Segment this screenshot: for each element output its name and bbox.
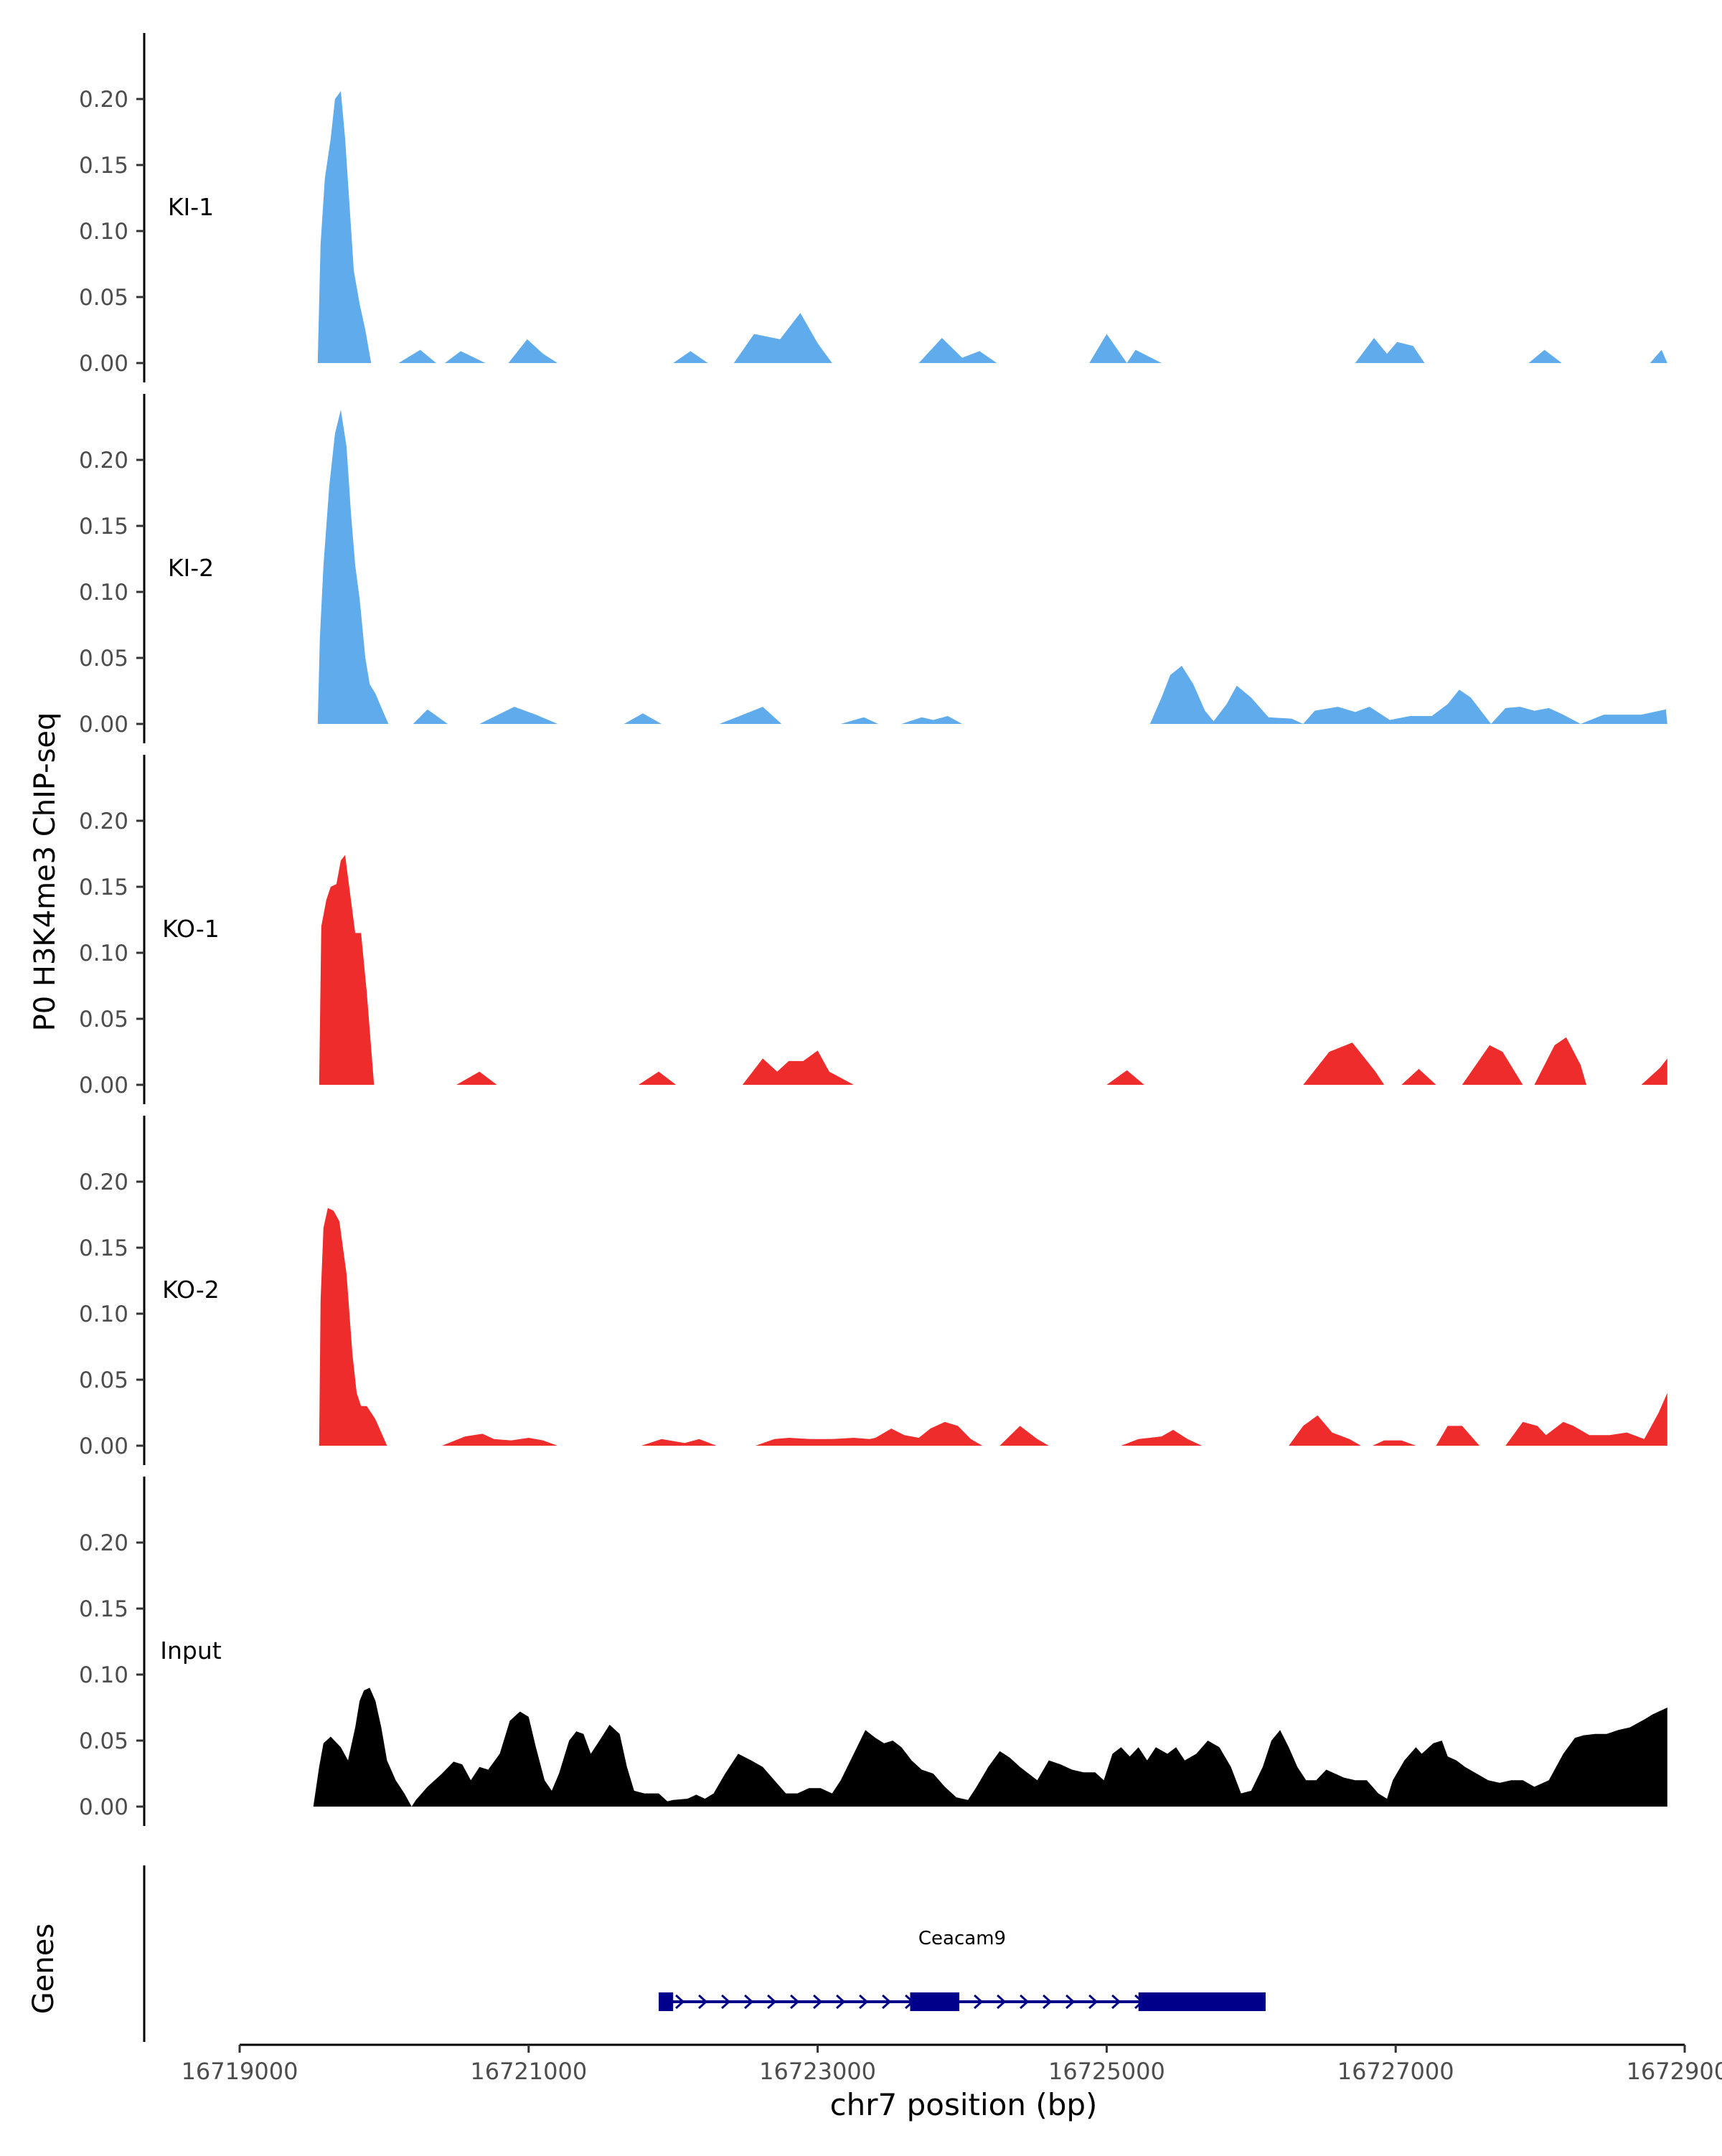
signal-area: [317, 410, 1667, 724]
y-tick-label: 0.15: [79, 1235, 128, 1261]
track-input: 0.00 0.05 0.10 0.15 0.20 Input: [79, 1477, 1667, 1826]
strand-arrow: [859, 1994, 869, 2010]
gene-exon: [1138, 1992, 1266, 2011]
strand-arrow: [974, 1994, 984, 2010]
strand-arrow: [836, 1994, 846, 2010]
y-axis-title: P0 H3K4me3 ChIP-seq: [29, 712, 62, 1032]
signal-area: [319, 855, 1667, 1085]
strand-arrow: [997, 1994, 1007, 2010]
y-tick-label: 0.00: [79, 351, 128, 377]
strand-arrow: [744, 1994, 754, 2010]
strand-arrow: [882, 1994, 892, 2010]
strand-arrow: [1065, 1994, 1076, 2010]
y-tick-label: 0.15: [79, 514, 128, 540]
strand-arrow: [675, 1994, 685, 2010]
track-label: KO-1: [162, 915, 220, 943]
signal-area: [319, 1208, 1667, 1446]
track-ki-1: 0.00 0.05 0.10 0.15 0.20 KI-1: [79, 33, 1667, 382]
track-ko-1: 0.00 0.05 0.10 0.15 0.20 KO-1: [79, 755, 1667, 1104]
track-ki-2: 0.00 0.05 0.10 0.15 0.20 KI-2: [79, 394, 1667, 743]
y-tick-label: 0.05: [79, 285, 128, 311]
track-label: KI-2: [168, 554, 214, 582]
signal-area: [313, 1687, 1667, 1807]
strand-arrow: [813, 1994, 823, 2010]
strand-arrow: [1088, 1994, 1098, 2010]
signal-area: [317, 91, 1667, 363]
y-tick-label: 0.00: [79, 1434, 128, 1459]
track-label: Input: [160, 1637, 222, 1665]
y-tick-label: 0.20: [79, 1169, 128, 1195]
gene-track: Ceacam9: [143, 1865, 1266, 2042]
y-tick-label: 0.10: [79, 941, 128, 966]
y-tick-label: 0.05: [79, 1007, 128, 1032]
y-tick-label: 0.15: [79, 153, 128, 179]
track-ko-2: 0.00 0.05 0.10 0.15 0.20 KO-2: [79, 1116, 1667, 1465]
x-tick-label: 16723000: [759, 2058, 876, 2085]
y-tick-label: 0.05: [79, 646, 128, 672]
y-tick-label: 0.00: [79, 1794, 128, 1820]
y-tick-label: 0.00: [79, 1073, 128, 1098]
strand-arrow: [767, 1994, 777, 2010]
y-tick-label: 0.20: [79, 448, 128, 474]
strand-arrow: [1111, 1994, 1121, 2010]
y-tick-label: 0.10: [79, 1662, 128, 1688]
track-label: KI-1: [168, 193, 214, 221]
y-tick-label: 0.10: [79, 580, 128, 606]
y-tick-label: 0.10: [79, 1301, 128, 1327]
y-tick-label: 0.05: [79, 1728, 128, 1754]
strand-arrow: [1043, 1994, 1053, 2010]
x-tick-label: 16725000: [1048, 2058, 1165, 2085]
gene-exon: [659, 1992, 674, 2011]
strand-arrow: [698, 1994, 708, 2010]
strand-arrow: [1020, 1994, 1030, 2010]
y-tick-label: 0.15: [79, 875, 128, 900]
gene-ceacam9: Ceacam9: [659, 1928, 1266, 2011]
gene-exon: [910, 1992, 959, 2011]
gene-name: Ceacam9: [918, 1928, 1006, 1949]
x-axis: 16719000 16721000 16723000 16725000 16727000…: [182, 2043, 1722, 2085]
y-tick-label: 0.00: [79, 712, 128, 738]
x-axis-title: chr7 position (bp): [830, 2087, 1098, 2122]
y-tick-label: 0.20: [79, 1530, 128, 1556]
genes-track-title: Genes: [27, 1924, 60, 2014]
y-tick-label: 0.05: [79, 1367, 128, 1393]
y-tick-label: 0.20: [79, 87, 128, 113]
tracks-group: 0.00 0.05 0.10 0.15 0.20 KI-1 0.00 0.05 0.10 0.15…: [79, 33, 1667, 1826]
y-tick-label: 0.10: [79, 219, 128, 245]
y-tick-label: 0.20: [79, 809, 128, 834]
strand-arrow: [721, 1994, 731, 2010]
x-tick-label: 16719000: [182, 2058, 298, 2085]
track-label: KO-2: [162, 1276, 220, 1304]
y-tick-label: 0.15: [79, 1596, 128, 1622]
strand-arrow: [790, 1994, 800, 2010]
x-tick-label: 16721000: [470, 2058, 587, 2085]
x-tick-label: 16727000: [1337, 2058, 1454, 2085]
x-tick-label: 16729000: [1627, 2058, 1722, 2085]
